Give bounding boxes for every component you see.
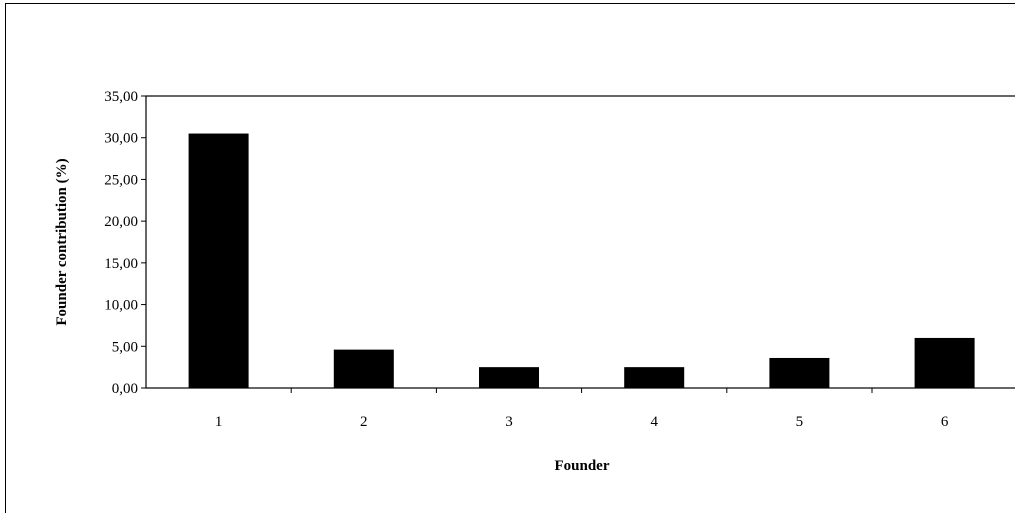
bar [914,337,975,388]
bar [624,367,685,388]
x-tick-label: 4 [650,414,658,430]
x-tick-label: 2 [360,414,368,430]
y-tick-label: 20,00 [104,214,138,230]
y-tick-label: 15,00 [104,256,138,272]
x-axis-label: Founder [554,458,609,474]
chart-frame [5,3,1015,513]
y-tick-label: 35,00 [104,89,138,105]
y-tick-label: 10,00 [104,298,138,314]
y-tick-label: 30,00 [104,131,138,147]
x-tick-label: 1 [215,414,223,430]
x-tick-label: 3 [505,414,513,430]
bar [479,367,539,388]
x-axis-ticks: 1 2 3 4 5 6 [215,388,949,430]
x-tick-label: 5 [796,414,804,430]
bar [333,349,394,388]
y-axis-ticks: 0,00 5,00 10,00 15,00 20,00 25,00 30,00 35,00 [104,89,146,397]
bar [188,133,249,388]
bars [188,133,975,388]
bar [769,357,830,388]
x-tick-label: 6 [941,414,949,430]
plot-area [145,95,1015,389]
y-axis-label: Founder contribution (%) [54,158,70,325]
y-tick-label: 25,00 [104,172,138,188]
y-tick-label: 5,00 [112,339,138,355]
y-tick-label: 0,00 [112,381,138,397]
